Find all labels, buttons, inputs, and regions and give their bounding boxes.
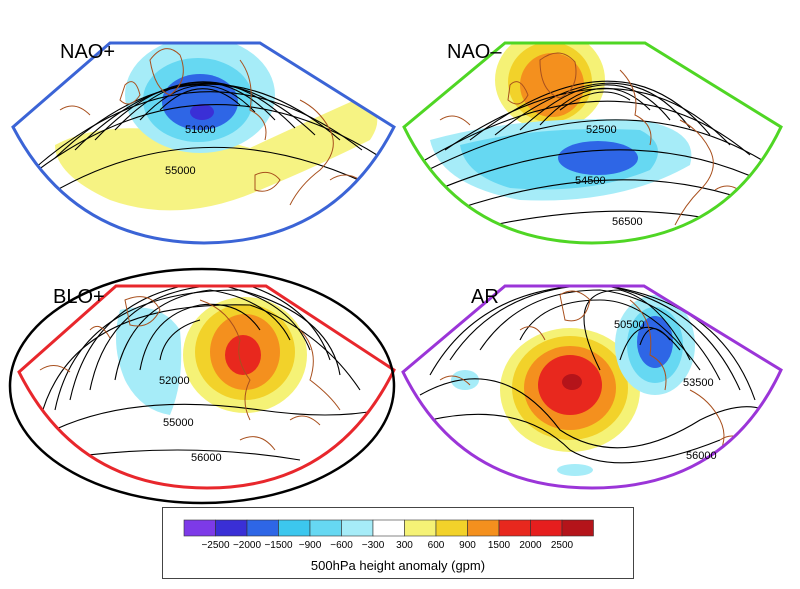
panel-frame-nao-plus [11, 41, 396, 245]
colorbar-swatch [341, 519, 374, 537]
colorbar-tick-label: −2500 [201, 540, 230, 551]
colorbar-tick-label: 300 [396, 540, 413, 551]
colorbar-swatch [246, 519, 279, 537]
colorbar-tick-label: 600 [428, 540, 445, 551]
anomaly-field-nao-minus [430, 43, 692, 201]
panel-blo-plus: BLO+ 52000 55000 56000 [8, 267, 396, 505]
colorbar-tick-label: 2500 [551, 540, 574, 551]
panel-frame-ar [401, 284, 783, 490]
anomaly-field-ar [451, 295, 695, 476]
panel-title-ar: AR [471, 286, 499, 308]
panel-nao-plus: NAO+ 51000 55000 [11, 41, 396, 245]
colorbar-tick-label: 2000 [519, 540, 542, 551]
colorbar-swatch [309, 519, 342, 537]
panel-title-nao-minus: NAO– [447, 41, 502, 63]
panel-frame-blo-plus [17, 284, 396, 490]
colorbar-tick-label: −600 [330, 540, 353, 551]
contour-label: 51000 [185, 124, 216, 136]
colorbar-tick-label: −900 [299, 540, 322, 551]
colorbar-tick-label: 900 [459, 540, 476, 551]
contour-label: 55000 [163, 417, 194, 429]
anomaly-field-blo-plus [116, 297, 307, 415]
colorbar-swatch [467, 519, 500, 537]
contour-label: 50500 [614, 319, 645, 331]
height-contours-nao-plus [24, 81, 386, 201]
panel-title-nao-plus: NAO+ [60, 41, 115, 63]
anomaly-field-nao-plus [55, 43, 378, 211]
colorbar-legend: −2500 −2000 −1500 −900 −600 −300 300 600 900 1500… [162, 507, 634, 579]
colorbar-swatch [183, 519, 216, 537]
panel-nao-minus: NAO– 52500 54500 56500 [402, 41, 783, 245]
coastlines-nao-plus [59, 48, 361, 206]
panel-frame-nao-minus [402, 41, 783, 245]
highlight-ellipse [8, 267, 396, 505]
colorbar-swatch [215, 519, 248, 537]
colorbar-tick-label: −300 [362, 540, 385, 551]
colorbar-scale: −2500 −2000 −1500 −900 −600 −300 300 600 900 1500… [183, 519, 594, 551]
colorbar-tick-label: 1500 [488, 540, 511, 551]
contour-label: 53500 [683, 377, 714, 389]
colorbar-tick-label: −1500 [264, 540, 293, 551]
coastlines-blo-plus [39, 296, 341, 451]
coastlines-nao-minus [439, 52, 746, 226]
contour-label: 52500 [586, 124, 617, 136]
colorbar-swatch [404, 519, 437, 537]
contour-label: 55000 [165, 165, 196, 177]
panel-ar: AR 50500 53500 56000 [401, 284, 783, 490]
contour-label: 54500 [575, 175, 606, 187]
height-contours-ar [419, 286, 766, 464]
contour-label: 56500 [612, 216, 643, 228]
map-panels: NAO+ 51000 55000 [8, 41, 783, 505]
contour-label: 56000 [686, 450, 717, 462]
colorbar-tick-label: −2000 [233, 540, 262, 551]
colorbar-swatch [530, 519, 563, 537]
colorbar-swatch [372, 519, 405, 537]
colorbar-swatch [435, 519, 468, 537]
panel-title-blo-plus: BLO+ [53, 286, 105, 308]
colorbar-title: 500hPa height anomaly (gpm) [310, 558, 486, 573]
colorbar-swatch [278, 519, 311, 537]
colorbar-swatch [561, 519, 594, 537]
contour-label: 56000 [191, 452, 222, 464]
height-contours-nao-minus [417, 80, 771, 231]
colorbar-swatch [498, 519, 531, 537]
contour-label: 52000 [159, 375, 190, 387]
